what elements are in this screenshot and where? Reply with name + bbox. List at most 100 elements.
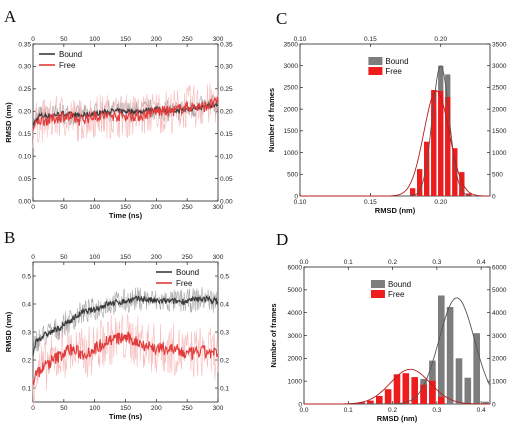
panel-label-a: A — [4, 7, 17, 26]
panel-c-y-tick-label-right: 0 — [492, 193, 496, 200]
panel-b-x-tick-label: 0 — [31, 405, 35, 412]
panel-b-y-tick-label-right: 0.1 — [220, 385, 229, 392]
panel-c-y-tick-label: 1000 — [284, 150, 299, 157]
panel-b-x-tick-label-top: 250 — [182, 254, 193, 261]
panel-c-x-tick-label-top: 0.10 — [294, 36, 307, 43]
panel-d-y-tick-label: 6000 — [288, 264, 303, 271]
panel-a-x-tick-label: 250 — [182, 204, 193, 211]
panel-d-bar-free — [376, 396, 383, 404]
panel-c-rmsd-histogram: 0.10 0.10 0.15 0.15 0.20 0.20 0 0 500 500 1000 1000… — [267, 36, 507, 215]
panel-b-x-tick-label: 50 — [60, 405, 68, 412]
panel-d-bar-free — [402, 373, 410, 404]
panel-c-x-tick-label: 0.20 — [434, 199, 447, 206]
panel-c-y-tick-label: 2000 — [284, 106, 299, 113]
panel-d-x-tick-label-top: 0.1 — [344, 259, 353, 266]
panel-c-bar-free — [417, 169, 423, 196]
panel-b-x-tick-label-top: 0 — [31, 254, 35, 261]
panel-c-x-tick-label: 0.15 — [364, 199, 377, 206]
panel-c-y-tick-label: 2500 — [284, 85, 299, 92]
panel-c-x-tick-label: 0.10 — [294, 199, 307, 206]
panel-d-bar-free — [384, 389, 392, 404]
panel-c-y-tick-label: 3500 — [284, 41, 299, 48]
panel-c-legend-label-bound: Bound — [385, 57, 408, 66]
panel-b-x-tick-label: 100 — [89, 405, 100, 412]
panel-a-y-tick-label-right: 0.35 — [220, 41, 233, 48]
panel-a-y-tick-label-right: 0.25 — [220, 86, 233, 93]
panel-a-x-tick-label-top: 250 — [182, 36, 193, 43]
panel-d-x-tick-label-top: 0.3 — [432, 259, 441, 266]
panel-label-d: D — [276, 230, 288, 249]
panel-c-x-tick-label-top: 0.20 — [434, 36, 447, 43]
panel-c-bar-free — [466, 193, 472, 196]
panel-c-y-tick-label-right: 1000 — [492, 150, 507, 157]
panel-b-x-tick-label: 300 — [213, 405, 224, 412]
panel-b-x-tick-label-top: 150 — [120, 254, 131, 261]
panel-d-y-tick-label: 3000 — [288, 333, 303, 340]
panel-a-x-tick-label-top: 100 — [89, 36, 100, 43]
panel-d-y-tick-label-right: 5000 — [492, 287, 507, 294]
panel-a-x-tick-label: 50 — [60, 204, 68, 211]
panel-c-y-tick-label-right: 500 — [492, 172, 503, 179]
panel-d-bar-free — [393, 374, 401, 404]
panel-d-rmsd-histogram: 0.0 0.0 0.1 0.1 0.2 0.2 0.3 0.3 0.4 0.4 0 0 1000 1000… — [269, 259, 507, 423]
panel-a-y-tick-label-right: 0.00 — [220, 198, 233, 205]
panel-c-bar-free — [410, 188, 416, 196]
panel-d-y-tick-label-right: 0 — [492, 401, 496, 408]
panel-c-x-axis-label: RMSD (nm) — [375, 206, 416, 215]
panel-d-bar-bound — [455, 358, 463, 404]
panel-a-y-tick-label: 0.05 — [18, 176, 31, 183]
panel-d-y-tick-label-right: 3000 — [492, 333, 507, 340]
panel-d-x-tick-label-top: 0.0 — [299, 259, 308, 266]
panel-c-legend-swatch-bound — [368, 57, 383, 65]
panel-d-x-tick-label: 0.4 — [477, 407, 486, 414]
panel-d-legend-swatch-bound — [370, 280, 385, 288]
panel-a-legend-label-free: Free — [59, 61, 76, 70]
panel-a-y-tick-label-right: 0.20 — [220, 109, 233, 116]
panel-a-y-tick-label-right: 0.05 — [220, 176, 233, 183]
panel-a-y-tick-label: 0.25 — [18, 86, 31, 93]
panel-a-x-tick-label-top: 50 — [60, 36, 68, 43]
panel-c-bar-free — [445, 97, 451, 196]
panel-c-bar-free — [438, 90, 444, 196]
panel-b-legend-label-free: Free — [176, 279, 193, 288]
panel-b-x-tick-label-top: 50 — [60, 254, 68, 261]
panel-a-rmsd-line-chart: 0050501001001501502002002502503003000.00… — [4, 36, 233, 220]
panel-c-y-tick-label: 1500 — [284, 128, 299, 135]
panel-d-y-tick-label: 1000 — [288, 378, 303, 385]
panel-a-series-free-line — [32, 96, 219, 131]
panel-a-x-tick-label-top: 300 — [213, 36, 224, 43]
panel-a-x-axis-label: Time (ns) — [109, 211, 143, 220]
panel-d-x-tick-label: 0.1 — [344, 407, 353, 414]
panel-c-fit-curve-free — [300, 90, 490, 197]
panel-d-y-axis-label: Number of frames — [269, 303, 278, 367]
panel-b-legend-label-bound: Bound — [176, 268, 199, 277]
panel-b-series-free-line — [32, 331, 219, 386]
panel-d-y-tick-label: 2000 — [288, 356, 303, 363]
panel-d-bar-free — [420, 384, 427, 404]
panel-b-y-tick-label: 0.4 — [22, 301, 31, 308]
panel-b-x-tick-label: 150 — [120, 405, 131, 412]
panel-a-y-tick-label-right: 0.15 — [220, 131, 233, 138]
panel-d-bar-bound — [464, 377, 472, 404]
panel-d-x-tick-label-top: 0.4 — [477, 259, 486, 266]
panel-c-y-axis-label: Number of frames — [267, 88, 276, 152]
panel-b-x-tick-label: 250 — [182, 405, 193, 412]
panel-b-y-tick-label-right: 0.4 — [220, 301, 229, 308]
panel-d-legend-label-free: Free — [388, 290, 405, 299]
panel-d-bar-free — [358, 402, 365, 404]
panel-d-legend-swatch-free — [370, 290, 385, 298]
panel-c-y-tick-label-right: 3500 — [492, 41, 507, 48]
panel-d-y-tick-label: 4000 — [288, 310, 303, 317]
panel-b-y-tick-label: 0.5 — [22, 273, 31, 280]
panel-a-x-tick-label-top: 200 — [151, 36, 162, 43]
panel-c-legend-swatch-free — [368, 67, 383, 75]
panel-d-x-tick-label: 0.0 — [299, 407, 308, 414]
panel-d-x-axis-label: RMSD (nm) — [377, 414, 418, 423]
panel-c-y-tick-label: 0 — [294, 193, 298, 200]
panel-b-y-axis-label: RMSD (nm) — [4, 311, 13, 352]
panel-b-x-tick-label-top: 200 — [151, 254, 162, 261]
panel-c-y-tick-label-right: 2500 — [492, 85, 507, 92]
panel-d-bar-bound — [482, 401, 489, 404]
panel-label-b: B — [4, 228, 15, 247]
